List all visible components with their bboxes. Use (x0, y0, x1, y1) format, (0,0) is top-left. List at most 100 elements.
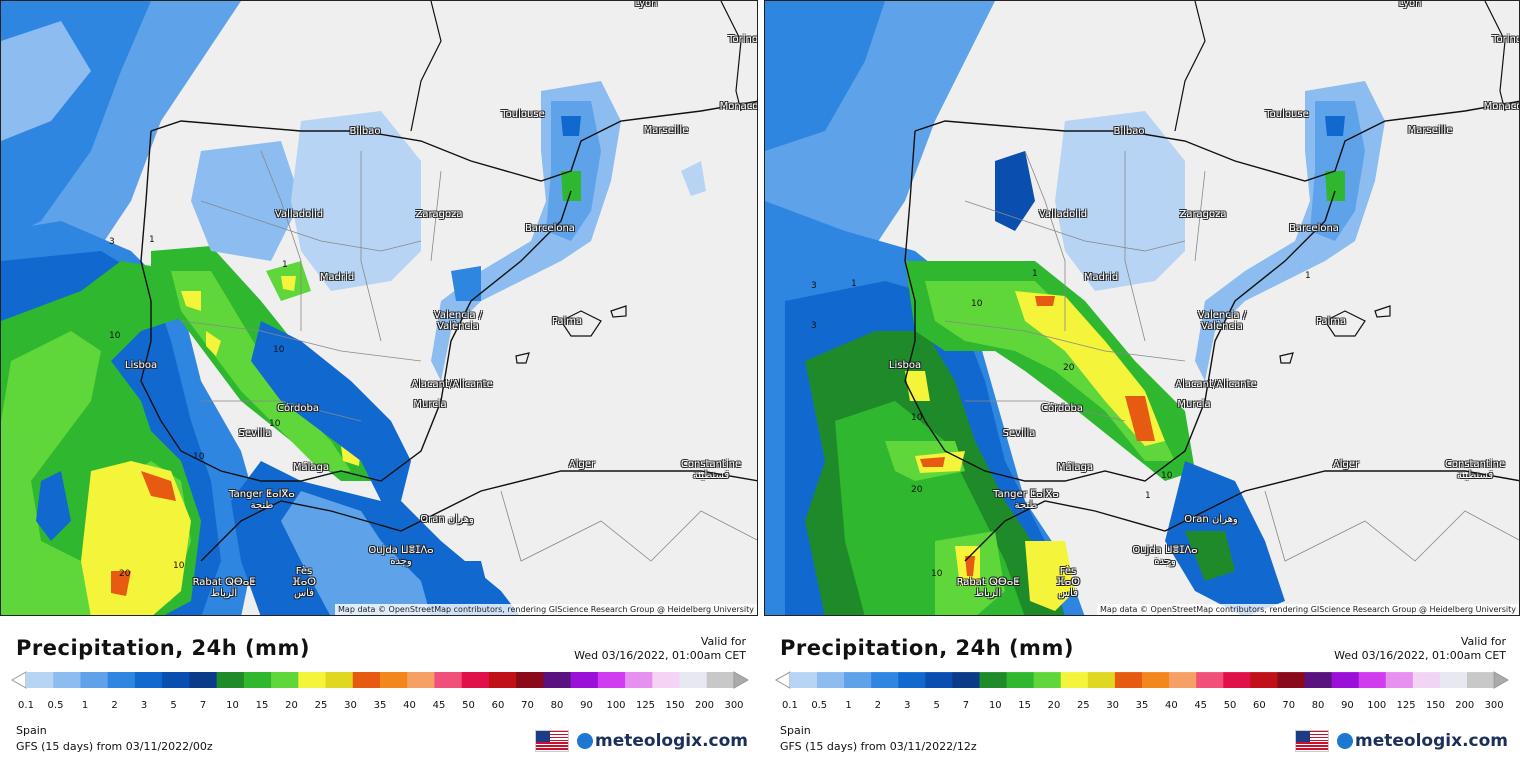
us-flag-icon (535, 730, 570, 752)
scale-tick-label: 0.5 (48, 700, 64, 710)
flag-stripe (1296, 742, 1329, 744)
flag-stripe (1296, 731, 1329, 733)
scale-swatch (1439, 672, 1468, 689)
scale-swatch (488, 672, 517, 688)
scale-swatch (1250, 672, 1278, 689)
scale-tick-label: 125 (636, 700, 655, 710)
region-label: Spain (780, 724, 811, 737)
scale-tick-label: 70 (521, 700, 534, 710)
scale-swatch (107, 672, 136, 688)
city-label: Madrid (1083, 272, 1119, 283)
model-run-label: GFS (15 days) from 03/11/2022/00z (16, 740, 213, 753)
scale-swatch (1114, 672, 1143, 689)
precip-map-right[interactable]: Lyon Torino Monaco Toulouse Marseille Bi… (764, 0, 1520, 616)
city-label: Barcelona (1289, 223, 1339, 234)
scale-tick-label: 50 (1224, 700, 1237, 710)
city-label: Bilbao (349, 126, 381, 137)
scale-swatch (570, 672, 599, 688)
city-label: Oujda ⵡⴻⵊⴷⴰ وجدة (368, 545, 434, 567)
scale-swatch (816, 672, 845, 689)
city-label: Palma (551, 316, 583, 327)
flag-stripe (1296, 733, 1329, 736)
us-flag-icon (1295, 730, 1330, 752)
scale-tick-label: 20 (285, 700, 298, 710)
flag-canton (1296, 731, 1311, 742)
brand-name: meteologix.com (577, 731, 748, 751)
contour-label: 1 (149, 235, 155, 245)
scale-tick-label: 5 (170, 700, 176, 710)
scale-swatch (352, 672, 381, 688)
city-label: Sevilla (238, 428, 272, 439)
city-label: Alacant/Alicante (1175, 379, 1257, 390)
chart-title: Precipitation, 24h (mm) (16, 636, 310, 660)
contour-label: 1 (282, 260, 288, 270)
scale-tick-label: 150 (665, 700, 684, 710)
scale-swatch (1304, 672, 1333, 689)
contour-label: 1 (1145, 491, 1151, 501)
brand-logo[interactable]: meteologix.com (535, 730, 748, 752)
scale-swatch (1385, 672, 1414, 689)
city-label: Constantine قسنطينة (1444, 459, 1506, 481)
model-run-label: GFS (15 days) from 03/11/2022/12z (780, 740, 977, 753)
city-label: Lyon (1398, 0, 1422, 9)
city-label: Rabat ⵕⴱⴰⵟ الرباط (192, 577, 256, 599)
scale-swatch (652, 672, 681, 688)
scale-tick-label: 60 (492, 700, 505, 710)
brand-name: meteologix.com (1337, 731, 1508, 751)
contour-label: 10 (269, 419, 281, 429)
valid-time: Valid for Wed 03/16/2022, 01:00am CET (574, 635, 746, 663)
contour-label: 10 (931, 569, 943, 579)
scale-swatch (407, 672, 435, 688)
scale-swatch (789, 672, 818, 689)
scale-tick-label: 2 (111, 700, 117, 710)
city-label: Monaco (719, 101, 758, 112)
city-label: Valencia / València (433, 310, 483, 332)
scale-tick-label: 20 (1048, 700, 1061, 710)
city-label: Valladolid (1038, 209, 1088, 220)
scale-tick-label: 60 (1253, 700, 1266, 710)
scale-tick-label: 80 (551, 700, 564, 710)
city-label: Córdoba (277, 403, 319, 414)
scale-tick-label: 125 (1397, 700, 1416, 710)
scale-swatch (162, 672, 190, 688)
scale-swatch (543, 672, 572, 688)
flag-stripe (536, 733, 569, 736)
city-label: Alger (568, 459, 596, 470)
flag-stripe (536, 736, 569, 739)
flag-stripe (536, 748, 569, 750)
color-scale-left: 0.1 0.5 1 2 3 5 7 10 15 20 25 30 35 40 45 50 60 70 80 90 100… (10, 671, 750, 710)
scale-swatch (189, 672, 218, 688)
scale-swatch (216, 672, 245, 688)
scale-swatch (325, 672, 354, 688)
scale-swatch (679, 672, 708, 688)
valid-label: Valid for (1460, 635, 1506, 648)
scale-swatch (898, 672, 926, 689)
scale-tick-label: 80 (1312, 700, 1325, 710)
scale-swatch (1006, 672, 1035, 689)
scale-swatch (53, 672, 81, 688)
city-label: Tanger ⵟⴰⵏⴳⴰ طنجة (229, 489, 295, 511)
brand-logo[interactable]: meteologix.com (1295, 730, 1508, 752)
precip-field-left (1, 1, 757, 615)
scale-tick-label: 3 (904, 700, 910, 710)
scale-tick-label: 100 (1367, 700, 1386, 710)
scale-tick-label: 15 (1018, 700, 1031, 710)
scale-tick-label: 45 (433, 700, 446, 710)
scale-swatch (1033, 672, 1062, 689)
scale-tick-label: 0.1 (18, 700, 34, 710)
city-label: Tanger ⵟⴰⵏⴳⴰ طنجة (993, 489, 1059, 511)
city-label: Sevilla (1002, 428, 1036, 439)
city-label: Bilbao (1113, 126, 1145, 137)
contour-label: 20 (119, 569, 131, 579)
scale-swatch (1467, 672, 1495, 689)
scale-tick-label: 150 (1426, 700, 1445, 710)
flag-stripe (536, 731, 569, 733)
map-attribution: Map data © OpenStreetMap contributors, r… (1097, 604, 1519, 615)
scale-swatch (1087, 672, 1116, 689)
city-label: Lisboa (888, 360, 922, 371)
precip-map-left[interactable]: Lyon Torino Monaco Toulouse Marseille Bi… (0, 0, 758, 616)
scale-swatch (952, 672, 980, 689)
scale-tick-label: 15 (256, 700, 269, 710)
scale-swatch (461, 672, 490, 688)
scale-arrow-right (733, 671, 750, 689)
